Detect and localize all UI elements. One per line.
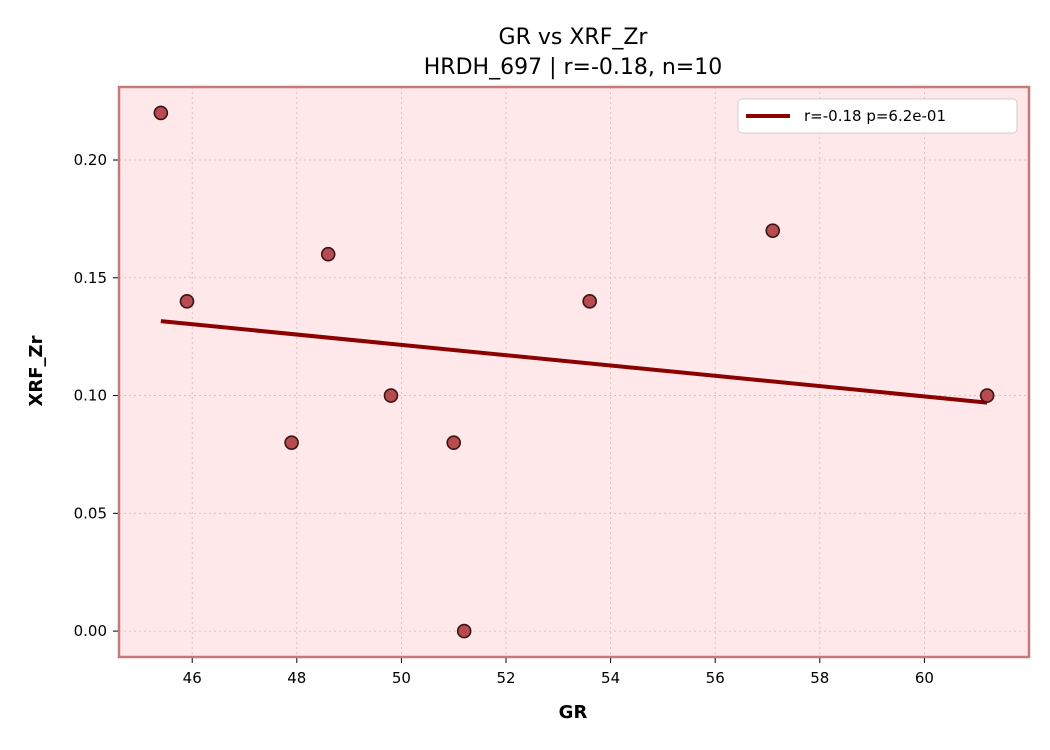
fit-line [160, 319, 988, 405]
x-tick-label: 46 [183, 669, 202, 687]
x-tick-label: 58 [810, 669, 829, 687]
chart-subtitle: HRDH_697 | r=-0.18, n=10 [424, 55, 722, 80]
fit-line-layer [160, 319, 988, 405]
y-axis-label: XRF_Zr [26, 335, 47, 406]
legend: r=-0.18 p=6.2e-01 [737, 98, 1018, 134]
data-point [179, 294, 195, 309]
data-point [582, 294, 597, 309]
data-point [446, 435, 462, 450]
data-point [153, 105, 169, 121]
data-point [456, 623, 472, 639]
x-tick-label: 54 [601, 669, 620, 687]
data-point [979, 388, 995, 403]
legend-box [737, 98, 1018, 134]
grid-lines [119, 87, 1029, 657]
legend-label: r=-0.18 p=6.2e-01 [804, 107, 946, 125]
chart-title: GR vs XRF_Zr [499, 25, 649, 50]
plot-frame [117, 85, 1031, 659]
axis-ticks: 46 48 50 52 54 56 58 60 0.00 0.05 0.10 0.15 0.20 [74, 151, 934, 687]
x-tick-label: 48 [287, 669, 306, 687]
x-axis-label: GR [559, 702, 588, 723]
y-tick-label: 0.00 [74, 622, 107, 640]
y-tick-label: 0.10 [74, 387, 107, 405]
data-points [153, 105, 995, 639]
y-tick-label: 0.20 [74, 151, 107, 169]
x-tick-label: 60 [915, 669, 934, 687]
data-point [284, 435, 299, 450]
x-tick-label: 52 [496, 669, 515, 687]
data-point [320, 246, 336, 262]
data-point [383, 388, 399, 403]
x-tick-label: 50 [392, 669, 411, 687]
y-tick-label: 0.05 [74, 504, 107, 522]
plot-area [119, 87, 1029, 657]
y-tick-label: 0.15 [74, 269, 107, 287]
x-tick-label: 56 [706, 669, 725, 687]
data-point [765, 223, 781, 238]
